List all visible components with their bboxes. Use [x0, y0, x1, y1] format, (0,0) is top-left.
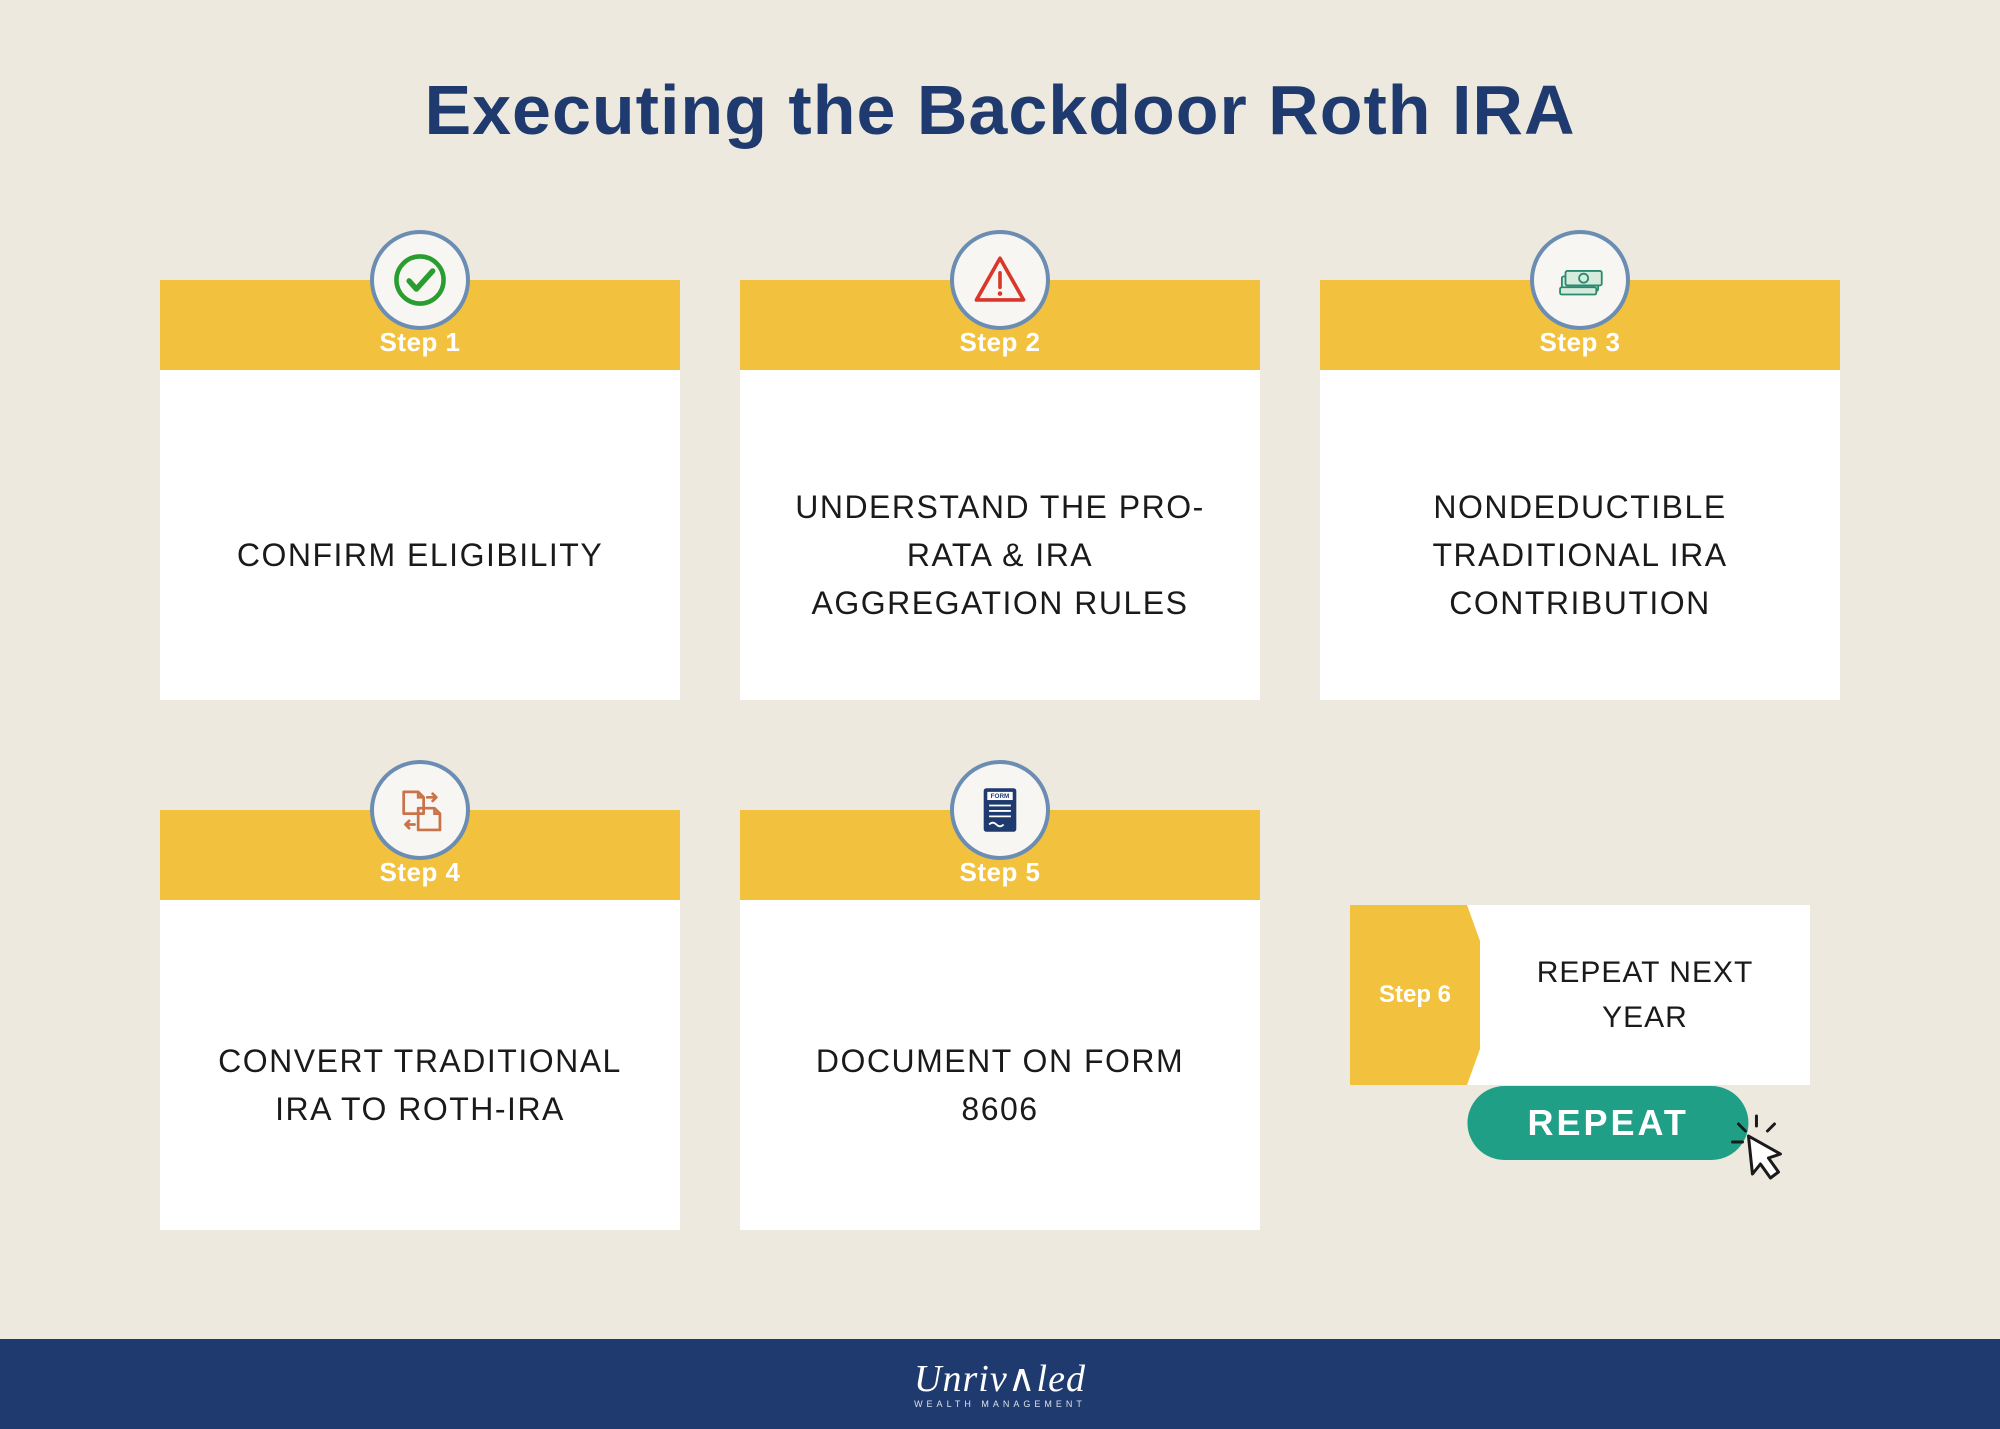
check-circle-icon	[370, 230, 470, 330]
step-label: Step 2	[959, 327, 1040, 358]
steps-grid: Step 1 CONFIRM ELIGIBILITY Step 2 UNDERS…	[0, 230, 2000, 1230]
step-label: Step 6	[1379, 981, 1451, 1009]
step-body: CONFIRM ELIGIBILITY	[160, 369, 680, 700]
form-doc-icon: FORM	[950, 760, 1050, 860]
step6-box: Step 6 REPEAT NEXT YEAR	[1350, 905, 1810, 1085]
step6-tab: Step 6	[1350, 905, 1480, 1085]
file-swap-icon	[370, 760, 470, 860]
step-label: Step 1	[379, 327, 460, 358]
step-card-4: Step 4 CONVERT TRADITIONAL IRA TO ROTH-I…	[160, 760, 680, 1230]
page-title: Executing the Backdoor Roth IRA	[0, 0, 2000, 150]
footer-tagline: WEALTH MANAGEMENT	[914, 1400, 1086, 1409]
footer: Unriv∧led WEALTH MANAGEMENT	[0, 1339, 2000, 1429]
step-card-6: Step 6 REPEAT NEXT YEAR REPEAT	[1320, 760, 1840, 1230]
step-card-3: Step 3 NONDEDUCTIBLE TRADITIONAL IRA CON…	[1320, 230, 1840, 700]
footer-logo: Unriv∧led WEALTH MANAGEMENT	[914, 1360, 1086, 1409]
step-body: CONVERT TRADITIONAL IRA TO ROTH-IRA	[160, 899, 680, 1230]
step-text: UNDERSTAND THE PRO-RATA & IRA AGGREGATIO…	[780, 483, 1220, 627]
repeat-button-label: REPEAT	[1527, 1102, 1688, 1144]
step-text: CONFIRM ELIGIBILITY	[237, 531, 603, 579]
cursor-click-icon	[1719, 1110, 1799, 1190]
step-body: DOCUMENT ON FORM 8606	[740, 899, 1260, 1230]
step-label: Step 3	[1539, 327, 1620, 358]
repeat-button[interactable]: REPEAT	[1467, 1086, 1748, 1160]
step-text: DOCUMENT ON FORM 8606	[780, 1037, 1220, 1133]
step-text: CONVERT TRADITIONAL IRA TO ROTH-IRA	[200, 1037, 640, 1133]
step-card-1: Step 1 CONFIRM ELIGIBILITY	[160, 230, 680, 700]
step-body: NONDEDUCTIBLE TRADITIONAL IRA CONTRIBUTI…	[1320, 369, 1840, 700]
step-text: NONDEDUCTIBLE TRADITIONAL IRA CONTRIBUTI…	[1360, 483, 1800, 627]
warning-triangle-icon	[950, 230, 1050, 330]
step-label: Step 5	[959, 857, 1040, 888]
step-card-5: FORM Step 5 DOCUMENT ON FORM 8606	[740, 760, 1260, 1230]
money-stack-icon	[1530, 230, 1630, 330]
svg-text:FORM: FORM	[991, 793, 1010, 800]
footer-brand: Unriv∧led	[914, 1358, 1086, 1400]
step-label: Step 4	[379, 857, 460, 888]
step-text: REPEAT NEXT YEAR	[1480, 905, 1810, 1085]
step-card-2: Step 2 UNDERSTAND THE PRO-RATA & IRA AGG…	[740, 230, 1260, 700]
step-body: UNDERSTAND THE PRO-RATA & IRA AGGREGATIO…	[740, 369, 1260, 700]
